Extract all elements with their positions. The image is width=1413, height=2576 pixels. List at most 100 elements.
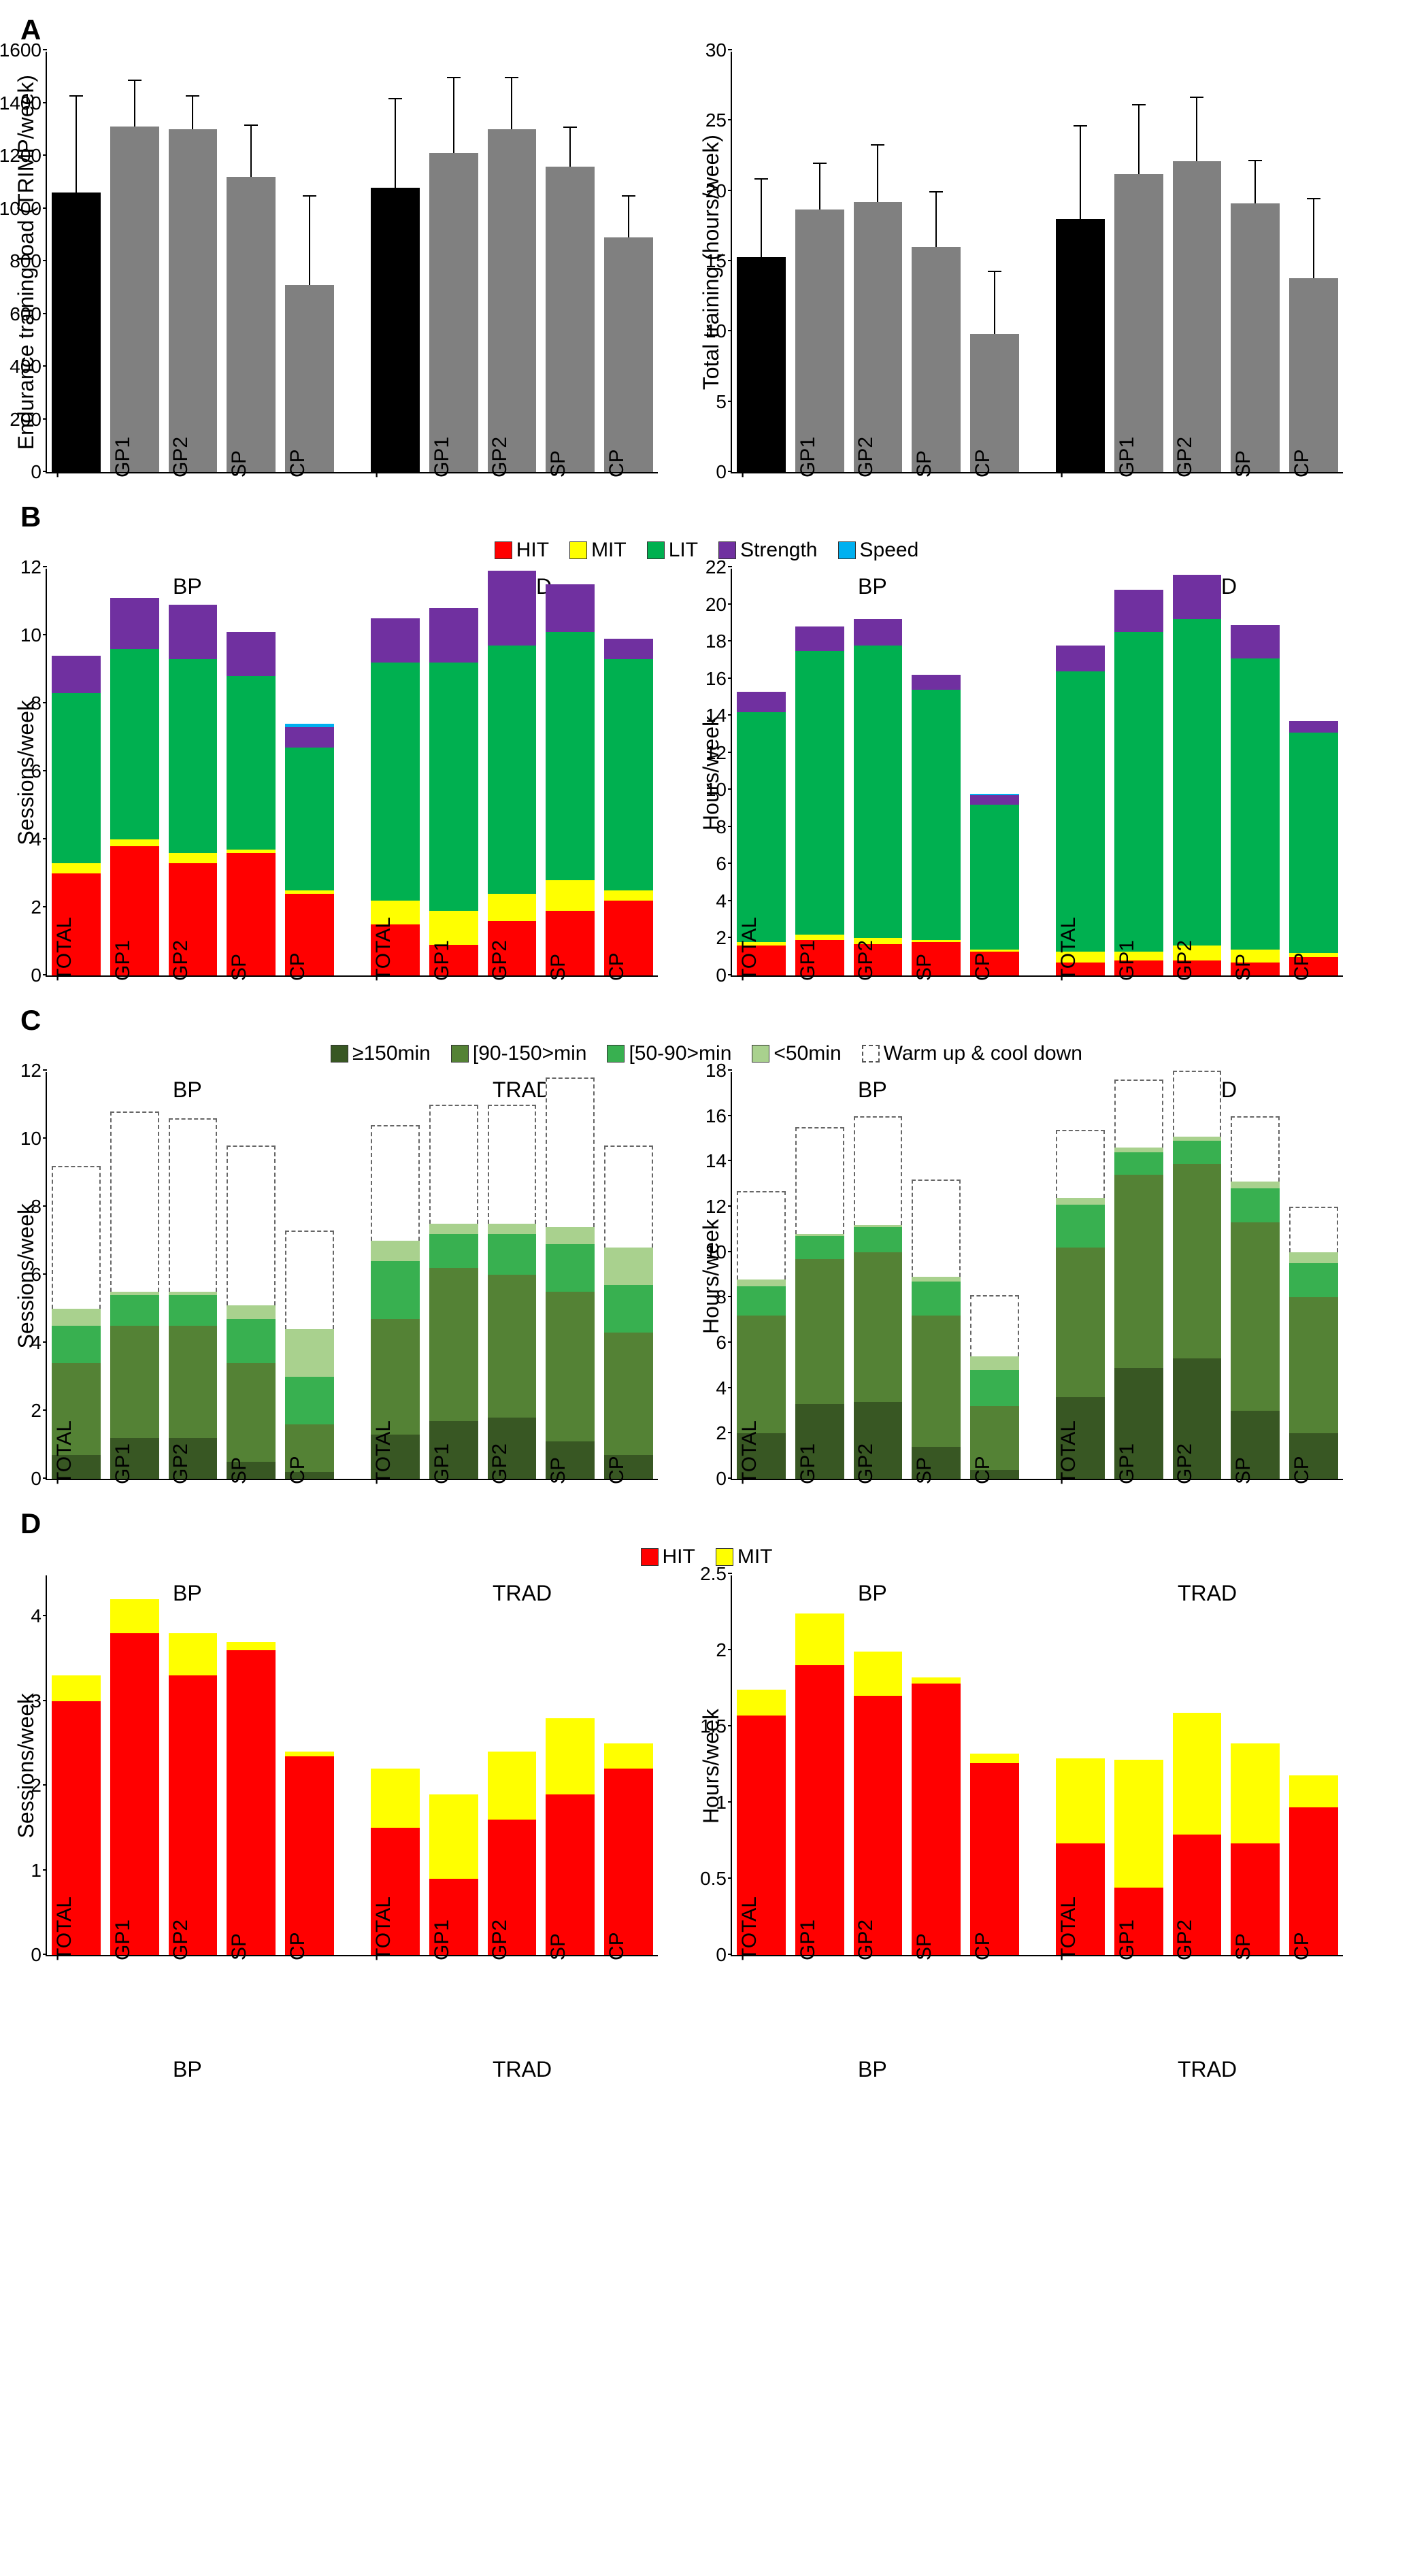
legend-item: [90-150>min <box>451 1042 587 1065</box>
stacked-bar: GP1 <box>1114 1760 1163 1955</box>
legend-item: LIT <box>647 539 698 562</box>
x-tick-label: TOTAL <box>372 1420 395 1484</box>
x-tick-label: SP <box>547 450 570 478</box>
x-tick-label: TOTAL <box>372 1896 395 1960</box>
stacked-bar: SP <box>546 1077 595 1479</box>
stacked-bar: CP <box>970 794 1019 975</box>
y-tick: 6 <box>31 1264 47 1286</box>
bar: CP <box>970 334 1019 472</box>
y-tick: 15 <box>705 250 732 272</box>
stacked-bar: GP2 <box>488 571 537 975</box>
x-tick-label: CP <box>605 449 629 478</box>
legend-label: HIT <box>663 1545 695 1569</box>
bar: TOTAL <box>52 193 101 472</box>
x-tick-label: SP <box>228 1933 251 1960</box>
stacked-bar: GP1 <box>795 626 844 975</box>
bar: GP1 <box>795 210 844 472</box>
y-tick: 6 <box>716 853 732 875</box>
y-tick: 1000 <box>0 198 47 220</box>
x-tick-label: GP1 <box>1116 437 1139 478</box>
x-tick-label: CP <box>605 1932 629 1960</box>
bar: TOTAL <box>371 188 420 473</box>
x-tick-label: CP <box>286 952 310 981</box>
y-tick: 10 <box>705 1241 732 1263</box>
x-tick-label: TOTAL <box>53 1420 76 1484</box>
bar: GP1 <box>1114 174 1163 472</box>
legend-swatch <box>331 1045 348 1063</box>
x-tick-label: CP <box>971 1456 995 1484</box>
legend-swatch <box>838 541 856 559</box>
y-tick: 12 <box>20 556 47 578</box>
panel-c-label: C <box>20 1004 1399 1037</box>
bar: TOTAL <box>737 257 786 472</box>
panel-d-left-chart: Sessions/week01234TOTALGP1GP2SPCPTOTALGP… <box>14 1575 658 1956</box>
panel-d-right-chart: Hours/week00.511.522.5TOTALGP1GP2SPCPTOT… <box>699 1575 1343 1956</box>
x-tick-label: TOTAL <box>53 917 76 981</box>
stacked-bar: GP1 <box>110 1599 159 1955</box>
x-tick-label: GP2 <box>854 1920 878 1960</box>
y-tick: 3 <box>31 1690 47 1712</box>
panel-c-left-chart: Sessions/week024681012TOTALGP1GP2SPCPTOT… <box>14 1072 658 1480</box>
y-tick: 14 <box>705 1150 732 1172</box>
panel-b-label: B <box>20 501 1399 533</box>
x-tick-label: GP2 <box>169 940 193 981</box>
x-tick-label: CP <box>1291 1932 1314 1960</box>
y-tick: 0 <box>716 1944 732 1966</box>
y-tick: 18 <box>705 1060 732 1082</box>
group-label: TRAD <box>493 2057 552 2082</box>
y-tick: 4 <box>31 829 47 850</box>
y-tick: 4 <box>716 1377 732 1399</box>
stacked-bar: GP2 <box>854 1652 903 1955</box>
bar: TOTAL <box>1056 219 1105 472</box>
legend-label: Strength <box>740 539 817 562</box>
stacked-bar: CP <box>970 1295 1019 1479</box>
y-tick: 0 <box>31 965 47 986</box>
y-tick: 2 <box>716 927 732 949</box>
legend-swatch <box>862 1045 880 1063</box>
y-tick: 1600 <box>0 39 47 61</box>
y-tick: 5 <box>716 391 732 413</box>
y-tick: 4 <box>716 890 732 912</box>
x-tick-label: CP <box>605 1456 629 1484</box>
stacked-bar: SP <box>912 675 961 975</box>
x-tick-label: SP <box>228 450 251 478</box>
x-tick-label: GP2 <box>488 940 512 981</box>
stacked-bar: GP2 <box>488 1105 537 1479</box>
y-axis-label: Sessions/week <box>14 1693 39 1838</box>
stacked-bar: TOTAL <box>52 1675 101 1955</box>
legend-label: ≥150min <box>352 1042 431 1065</box>
stacked-bar: CP <box>970 1754 1019 1955</box>
y-tick: 400 <box>10 356 47 378</box>
x-tick-label: TOTAL <box>738 917 761 981</box>
legend-label: HIT <box>516 539 549 562</box>
panel-a: A Endurance training load (TRIMP/week)02… <box>14 14 1399 473</box>
bar: SP <box>546 167 595 473</box>
legend-label: MIT <box>591 539 627 562</box>
x-tick-label: CP <box>286 1456 310 1484</box>
x-tick-label: CP <box>1291 952 1314 981</box>
legend-swatch <box>647 541 665 559</box>
x-tick-label: GP1 <box>112 1443 135 1484</box>
x-tick-label: GP1 <box>112 437 135 478</box>
stacked-bar: CP <box>1289 721 1338 975</box>
y-tick: 20 <box>705 180 732 202</box>
x-tick-label: GP1 <box>1116 1443 1139 1484</box>
stacked-bar: GP1 <box>429 1105 478 1479</box>
y-tick: 8 <box>31 692 47 714</box>
stacked-bar: SP <box>546 584 595 975</box>
stacked-bar: CP <box>1289 1775 1338 1955</box>
stacked-bar: SP <box>546 1718 595 1955</box>
stacked-bar: TOTAL <box>737 692 786 975</box>
stacked-bar: GP2 <box>1173 1071 1222 1479</box>
x-tick-label: GP1 <box>797 437 820 478</box>
x-tick-label: CP <box>971 952 995 981</box>
x-tick-label: GP2 <box>854 437 878 478</box>
legend-item: HIT <box>641 1545 695 1569</box>
legend-item: HIT <box>495 539 549 562</box>
y-tick: 200 <box>10 409 47 431</box>
x-tick-label: CP <box>1291 449 1314 478</box>
y-tick: 25 <box>705 110 732 131</box>
x-tick-label: TOTAL <box>53 1896 76 1960</box>
stacked-bar: SP <box>1231 1116 1280 1479</box>
bar: CP <box>604 237 653 472</box>
